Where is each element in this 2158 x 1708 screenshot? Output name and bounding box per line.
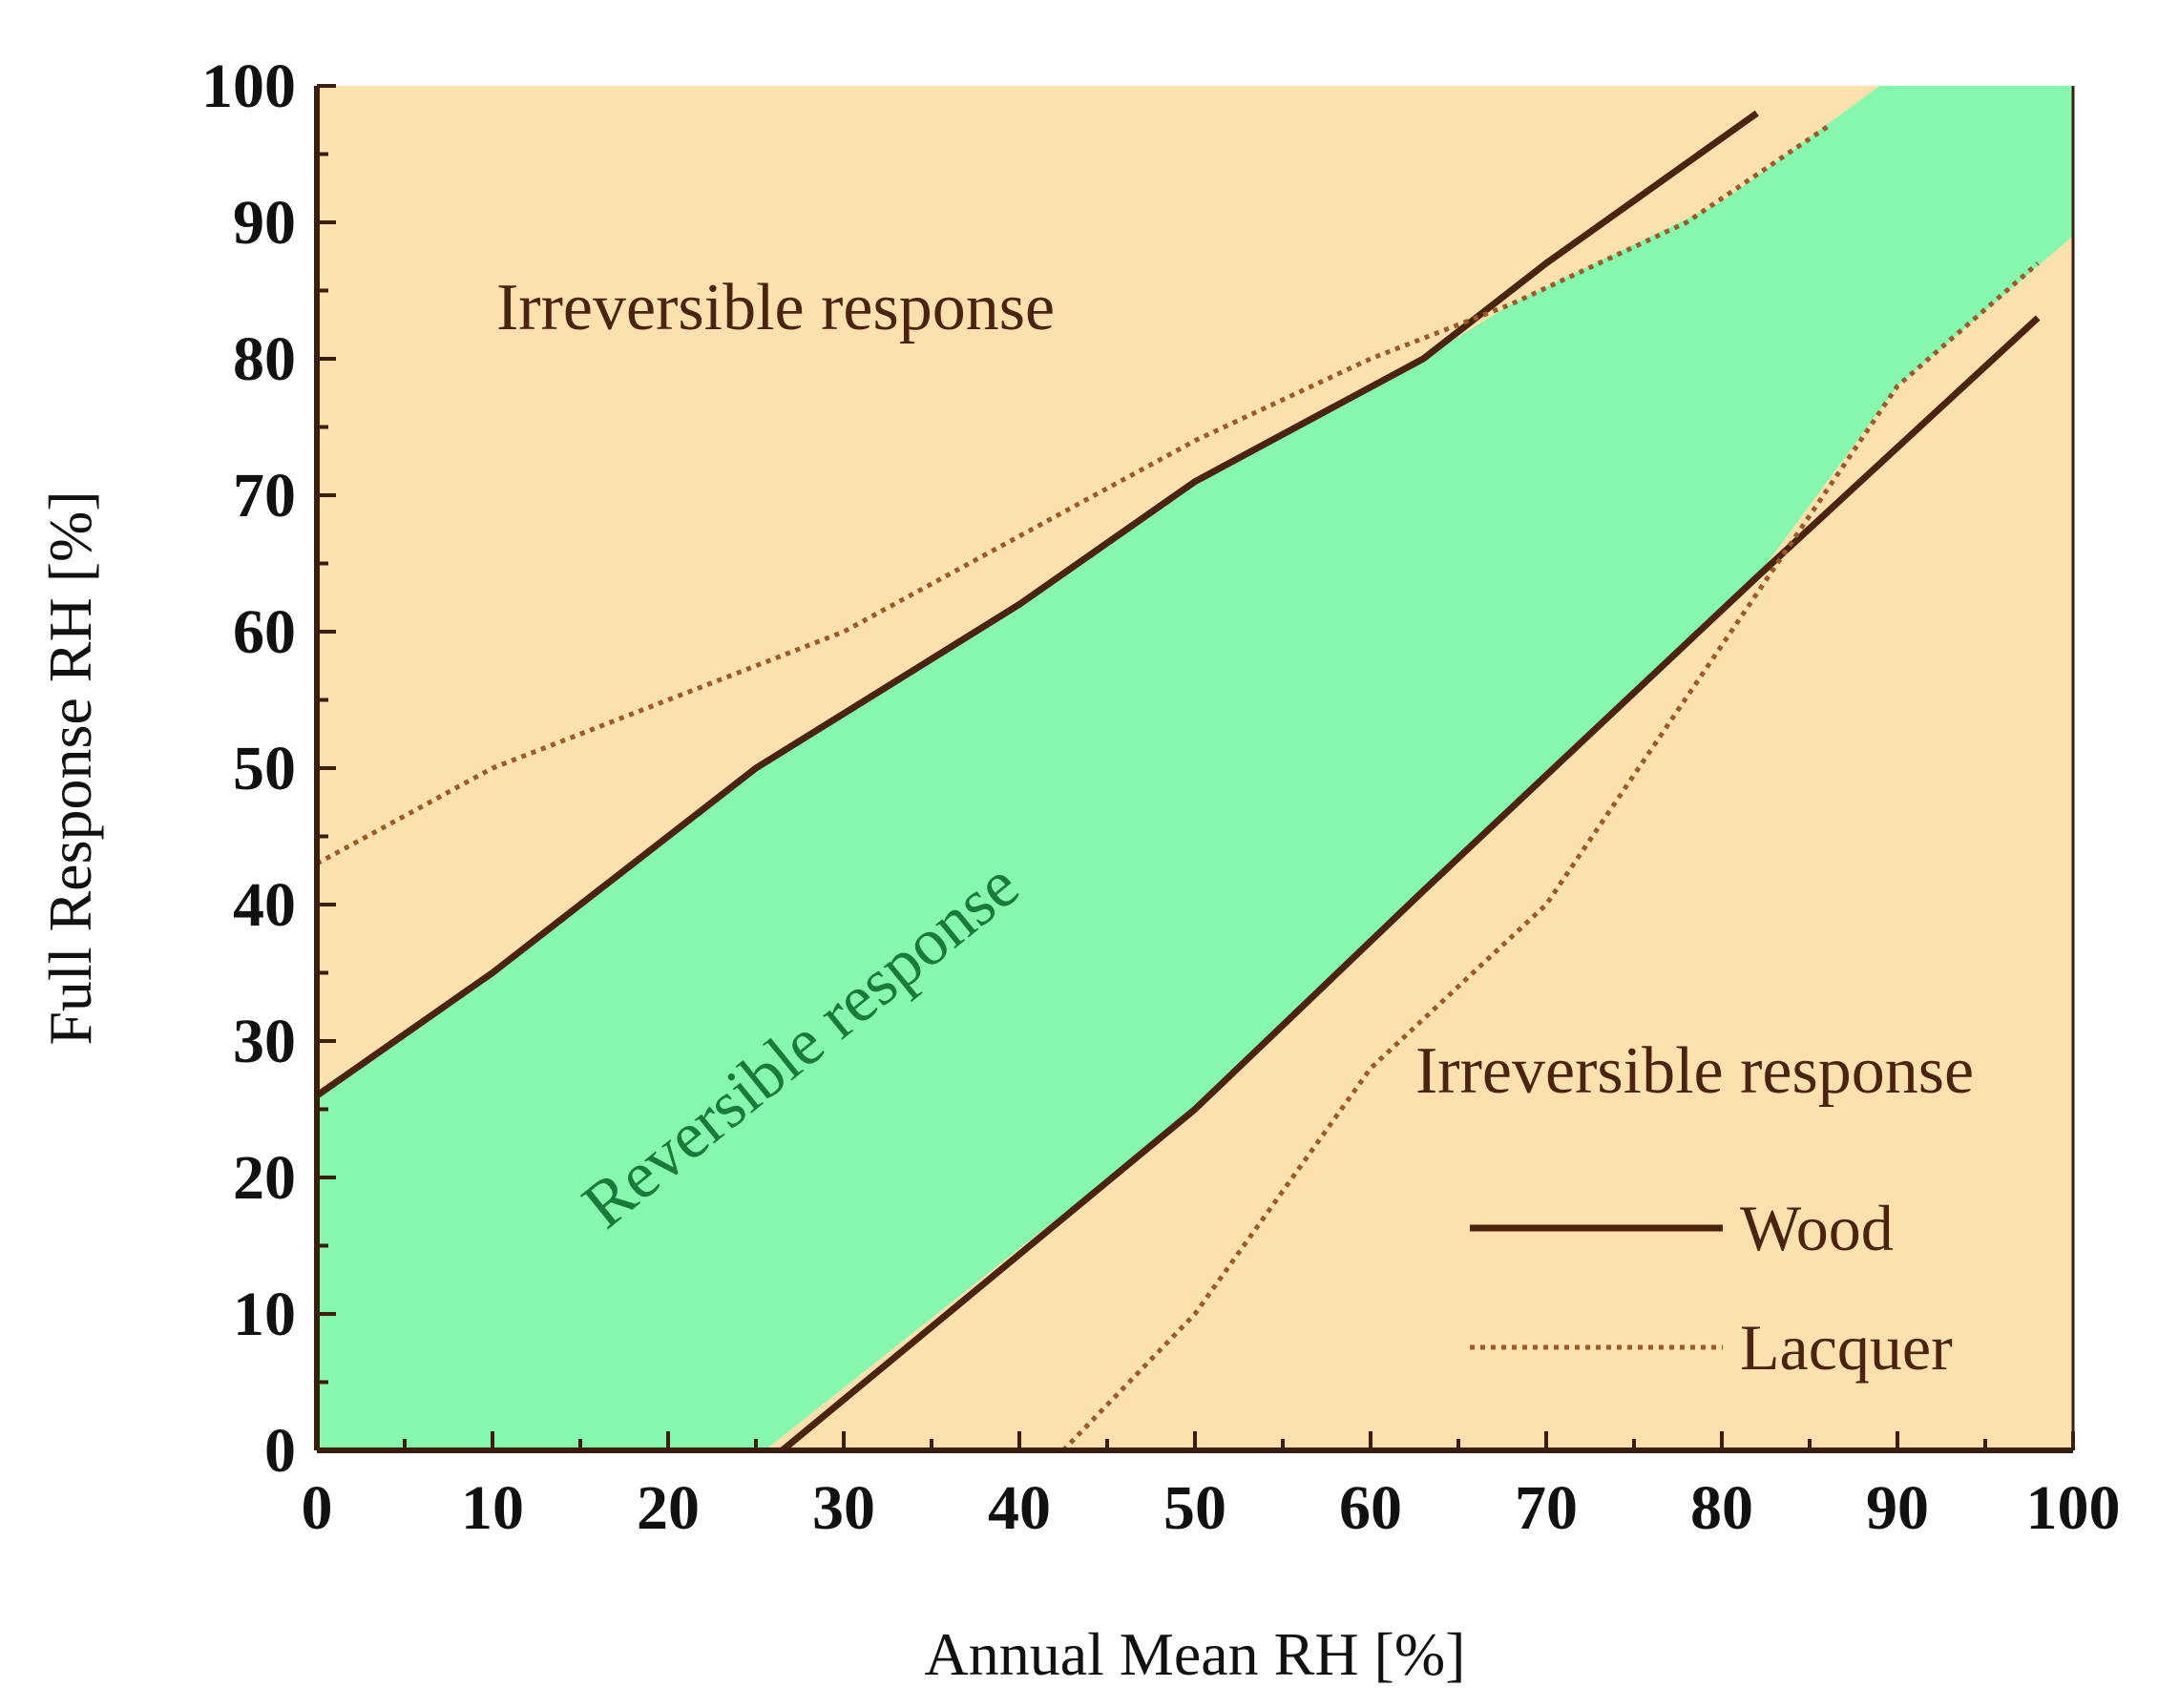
legend: Wood Lacquer [1470, 1192, 1953, 1384]
x-tick-label: 30 [812, 1473, 875, 1543]
tick-marks [315, 84, 2075, 1452]
reversible-region [317, 86, 2073, 1450]
lacquer-line-2 [1061, 261, 2040, 1452]
series-layer [314, 110, 2041, 1453]
x-tick-label: 50 [1163, 1473, 1226, 1543]
y-tick-label: 90 [233, 188, 296, 258]
legend-wood-label: Wood [1740, 1192, 1894, 1264]
y-axis-title: Full Response RH [%] [36, 490, 104, 1045]
legend-lacquer-label: Lacquer [1740, 1311, 1953, 1384]
x-axis-title: Annual Mean RH [%] [925, 1620, 1466, 1688]
y-tick-label: 40 [233, 870, 296, 940]
wood-line-1 [314, 110, 1759, 1099]
y-tick-label: 70 [233, 461, 296, 531]
lower-irreversible-label: Irreversible response [1415, 1034, 1974, 1108]
x-tick-label: 10 [461, 1473, 524, 1543]
y-tick-label: 30 [233, 1007, 296, 1076]
x-tick-label: 0 [302, 1473, 333, 1543]
wood-line-2 [780, 315, 2041, 1453]
x-tick-labels: 0 10 20 30 40 50 60 70 80 90 100 [302, 1473, 2121, 1543]
x-tick-label: 80 [1690, 1473, 1753, 1543]
y-tick-label: 10 [233, 1280, 296, 1349]
x-tick-label: 60 [1339, 1473, 1402, 1543]
y-tick-label: 100 [201, 52, 296, 121]
y-tick-label: 50 [233, 734, 296, 803]
y-tick-label: 0 [264, 1416, 296, 1486]
y-tick-labels: 0 10 20 30 40 50 60 70 80 90 100 [201, 52, 296, 1486]
x-tick-label: 40 [988, 1473, 1051, 1543]
lacquer-line-1 [315, 124, 1829, 866]
x-tick-label: 20 [637, 1473, 700, 1543]
x-tick-label: 70 [1515, 1473, 1578, 1543]
x-tick-label: 100 [2026, 1473, 2121, 1543]
x-tick-label: 90 [1866, 1473, 1929, 1543]
upper-irreversible-label: Irreversible response [496, 271, 1055, 344]
y-tick-label: 20 [233, 1143, 296, 1213]
y-tick-label: 60 [233, 597, 296, 667]
y-tick-label: 80 [233, 324, 296, 394]
